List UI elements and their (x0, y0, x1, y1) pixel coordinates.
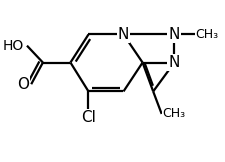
Text: CH₃: CH₃ (162, 107, 185, 120)
Text: N: N (117, 27, 129, 42)
Text: N: N (168, 27, 179, 42)
Text: CH₃: CH₃ (195, 28, 218, 41)
Text: N: N (168, 55, 179, 70)
Text: HO: HO (2, 39, 24, 53)
Text: Cl: Cl (81, 110, 95, 125)
Text: O: O (17, 77, 29, 92)
